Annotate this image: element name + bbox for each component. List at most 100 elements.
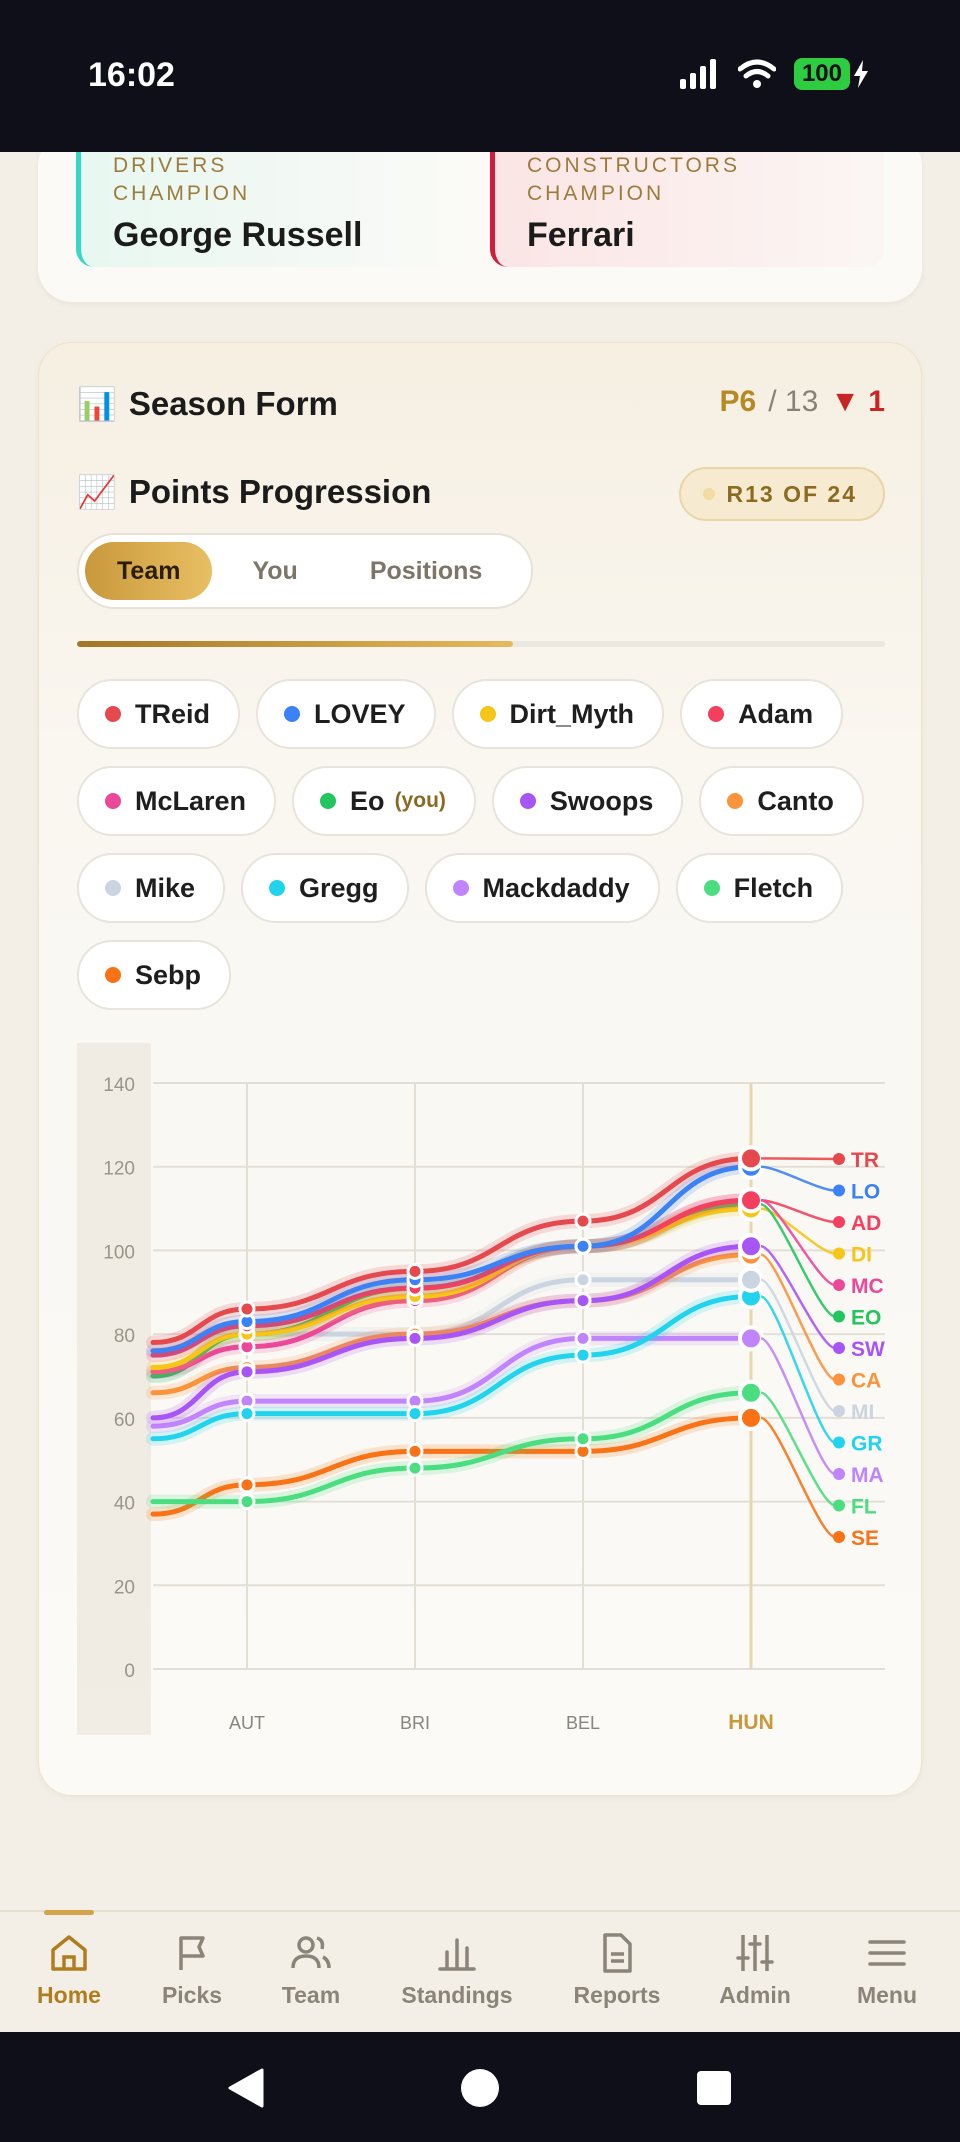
label-connector: [760, 1391, 836, 1507]
status-icons: 100: [679, 58, 870, 90]
system-nav-bar: [0, 2032, 960, 2142]
series-label: MA: [851, 1464, 884, 1487]
label-dot: [833, 1153, 845, 1165]
label-connector: [760, 1244, 836, 1350]
legend-chip[interactable]: Swoops: [491, 766, 684, 836]
series-label: DI: [851, 1244, 872, 1267]
legend-chip[interactable]: Fletch: [675, 853, 844, 923]
position-change: ▼ 1: [830, 385, 885, 418]
data-point: [238, 1405, 256, 1423]
active-indicator: [44, 1910, 94, 1915]
legend-label: Swoops: [549, 785, 654, 816]
y-tick-label: 40: [114, 1494, 135, 1515]
you-tag: (you): [394, 789, 446, 812]
drivers-champion[interactable]: DRIVERS CHAMPION George Russell: [76, 152, 470, 267]
nav-standings[interactable]: Standings: [392, 1912, 522, 2034]
y-tick-label: 120: [103, 1159, 135, 1180]
legend-dot: [479, 706, 496, 722]
nav-team[interactable]: Team: [246, 1912, 376, 2034]
round-badge: R13 OF 24: [678, 467, 885, 521]
legend-label: Mackdaddy: [482, 872, 630, 903]
recents-icon[interactable]: [696, 2070, 732, 2106]
nav-picks[interactable]: Picks: [127, 1912, 257, 2034]
legend-label: Canto: [757, 785, 834, 816]
constructors-champion[interactable]: CONSTRUCTORS CHAMPION Ferrari: [490, 152, 884, 267]
legend-label: McLaren: [135, 785, 247, 816]
legend-label: Mike: [135, 872, 196, 903]
legend-chip[interactable]: Mike: [77, 853, 226, 923]
legend-chip[interactable]: Mackdaddy: [424, 853, 660, 923]
legend-dot: [727, 793, 744, 809]
drivers-champion-name: George Russell: [113, 216, 363, 254]
label-dot: [833, 1184, 845, 1197]
champions-card: DRIVERS CHAMPION George Russell CONSTRUC…: [38, 152, 922, 302]
data-point: [238, 1493, 256, 1511]
legend-chip[interactable]: Gregg: [241, 853, 409, 923]
label-connector: [760, 1278, 836, 1413]
data-point: [738, 1145, 764, 1172]
data-point: [238, 1300, 256, 1318]
y-tick-label: 60: [114, 1410, 135, 1431]
legend-dot: [105, 706, 121, 722]
nav-home[interactable]: Home: [4, 1910, 134, 2034]
nav-reports[interactable]: Reports: [552, 1912, 682, 2034]
legend-chip[interactable]: TReid: [77, 679, 241, 749]
legend-chip[interactable]: Canto: [699, 766, 864, 836]
label-dot: [833, 1216, 845, 1228]
legend-chip[interactable]: Sebp: [77, 940, 232, 1010]
round-dot: [702, 488, 715, 500]
back-icon[interactable]: [226, 2068, 266, 2108]
series-label: MC: [851, 1275, 884, 1298]
label-dot: [833, 1373, 845, 1386]
nav-menu[interactable]: Menu: [822, 1912, 952, 2034]
battery-level: 100: [793, 58, 850, 90]
data-point: [406, 1442, 424, 1460]
charging-icon: [854, 60, 868, 88]
legend-dot: [703, 880, 720, 896]
series-line: [150, 1335, 754, 1429]
data-point: [738, 1187, 764, 1214]
data-point: [574, 1271, 592, 1289]
data-point: [406, 1262, 424, 1280]
data-point: [738, 1404, 764, 1431]
season-form-card: 📊 Season Form P6 / 13 ▼ 1 📈 Points Progr…: [38, 342, 922, 1796]
tab-you[interactable]: You: [220, 542, 329, 600]
legend-chip[interactable]: LOVEY: [256, 679, 436, 749]
home-circle-icon[interactable]: [460, 2068, 500, 2108]
bar-chart-icon: 📊: [77, 386, 117, 422]
data-point: [574, 1346, 592, 1364]
label-connector: [760, 1253, 836, 1381]
season-form-header: 📊 Season Form: [77, 385, 338, 423]
round-badge-text: R13 OF 24: [726, 480, 857, 507]
y-tick-label: 0: [124, 1661, 135, 1682]
signal-icon: [679, 59, 716, 89]
y-tick-label: 20: [114, 1577, 135, 1598]
legend-label: TReid: [135, 698, 211, 729]
label-connector: [760, 1198, 836, 1224]
constructors-champion-label: CONSTRUCTORS CHAMPION: [527, 154, 740, 205]
season-form-title: Season Form: [128, 385, 338, 422]
status-time: 16:02: [88, 56, 175, 94]
position-rank: P6: [719, 385, 757, 418]
tab-positions[interactable]: Positions: [338, 542, 515, 600]
points-chart: 0 20 40 60 80 100 120 140 AUT BRI BEL HUN TR LO AD DI MC…: [77, 1043, 885, 1735]
label-connector: [760, 1198, 836, 1287]
trend-up-icon: 📈: [77, 474, 117, 510]
series-label: LO: [851, 1181, 880, 1204]
data-point: [574, 1329, 592, 1347]
legend-dot: [452, 880, 469, 896]
legend-chip[interactable]: McLaren: [77, 766, 277, 836]
label-dot: [833, 1468, 845, 1480]
main-content: DRIVERS CHAMPION George Russell CONSTRUC…: [0, 152, 960, 1910]
nav-admin[interactable]: Admin: [690, 1912, 820, 2034]
label-dot: [833, 1436, 845, 1449]
label-connector: [760, 1165, 836, 1192]
data-point: [574, 1292, 592, 1310]
series-label: CA: [851, 1370, 881, 1393]
status-bar: 16:02 100: [0, 0, 960, 152]
legend-chip[interactable]: Dirt_Myth: [451, 679, 665, 749]
legend-chip[interactable]: Adam: [680, 679, 844, 749]
tab-team[interactable]: Team: [85, 542, 213, 600]
legend-chip[interactable]: Eo (you): [292, 766, 476, 836]
label-dot: [833, 1342, 845, 1354]
